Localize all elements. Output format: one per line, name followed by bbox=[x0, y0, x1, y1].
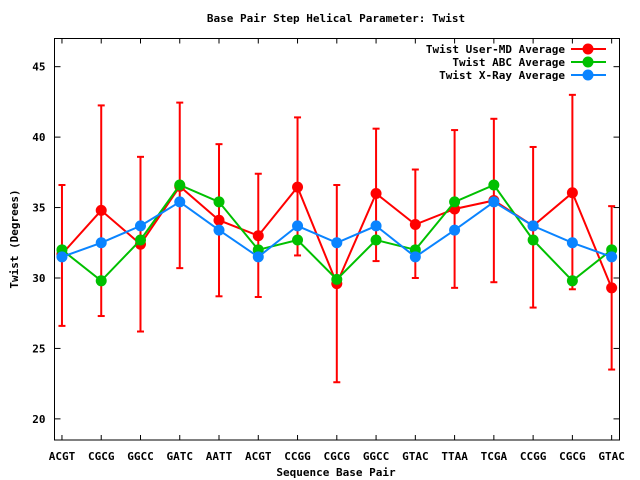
x-tick-label: CCGG bbox=[520, 450, 547, 463]
data-point bbox=[566, 275, 578, 287]
x-tick-label: CGCG bbox=[324, 450, 351, 463]
x-tick-label: GGCC bbox=[363, 450, 390, 463]
data-point bbox=[566, 187, 578, 199]
series-abc bbox=[56, 179, 618, 287]
series-xray bbox=[56, 196, 618, 263]
chart-title: Base Pair Step Helical Parameter: Twist bbox=[207, 12, 465, 25]
x-tick-label: ACGT bbox=[245, 450, 272, 463]
data-point bbox=[331, 273, 343, 285]
legend-entry-user-md: Twist User-MD Average bbox=[426, 43, 606, 56]
x-tick-label: CGCG bbox=[88, 450, 115, 463]
data-point bbox=[370, 234, 382, 246]
data-point bbox=[449, 196, 461, 208]
legend-entry-xray: Twist X-Ray Average bbox=[439, 69, 606, 82]
data-point bbox=[331, 237, 343, 249]
data-point bbox=[56, 251, 68, 263]
data-point bbox=[370, 220, 382, 232]
data-point bbox=[409, 218, 421, 230]
y-tick-label: 30 bbox=[32, 272, 45, 285]
y-tick-label: 45 bbox=[32, 61, 45, 74]
x-axis-label: Sequence Base Pair bbox=[276, 466, 396, 479]
data-point bbox=[409, 251, 421, 263]
data-point bbox=[213, 196, 225, 208]
x-tick-label: CCGG bbox=[284, 450, 311, 463]
data-point bbox=[292, 181, 304, 193]
data-point bbox=[252, 251, 264, 263]
x-tick-label: TCGA bbox=[481, 450, 508, 463]
x-tick-label: ACGT bbox=[49, 450, 76, 463]
data-point bbox=[95, 237, 107, 249]
data-point bbox=[213, 214, 225, 226]
x-axis: ACGT CGCG GGCC GATC AATT ACGT CCGG CGCG GGCC GTAC… bbox=[49, 38, 625, 463]
x-tick-label: GATC bbox=[167, 450, 194, 463]
legend: Twist User-MD Average Twist ABC Average … bbox=[426, 43, 606, 82]
y-tick-label: 35 bbox=[32, 202, 45, 215]
data-point bbox=[370, 187, 382, 199]
x-tick-label: GTAC bbox=[598, 450, 625, 463]
legend-label: Twist User-MD Average bbox=[426, 43, 565, 56]
legend-marker-abc bbox=[582, 56, 594, 68]
y-tick-label: 20 bbox=[32, 413, 45, 426]
legend-marker-xray bbox=[582, 69, 594, 81]
data-point bbox=[606, 251, 618, 263]
legend-label: Twist ABC Average bbox=[452, 56, 565, 69]
data-point bbox=[174, 196, 186, 208]
data-point bbox=[488, 179, 500, 191]
x-tick-label: GTAC bbox=[402, 450, 429, 463]
x-tick-label: CGCG bbox=[559, 450, 586, 463]
data-point bbox=[292, 234, 304, 246]
data-point bbox=[566, 237, 578, 249]
data-point bbox=[527, 220, 539, 232]
y-axis: 20 25 30 35 40 45 bbox=[32, 61, 620, 426]
legend-marker-user-md bbox=[582, 43, 594, 55]
data-point bbox=[527, 234, 539, 246]
data-point bbox=[134, 220, 146, 232]
data-point bbox=[292, 220, 304, 232]
data-point bbox=[606, 282, 618, 294]
y-axis-label: Twist (Degrees) bbox=[8, 189, 21, 288]
data-point bbox=[213, 224, 225, 236]
x-tick-label: GGCC bbox=[127, 450, 154, 463]
data-point bbox=[449, 224, 461, 236]
legend-entry-abc: Twist ABC Average bbox=[452, 56, 606, 69]
x-tick-label: TTAA bbox=[441, 450, 468, 463]
series-group bbox=[56, 179, 618, 294]
data-point bbox=[95, 204, 107, 216]
x-tick-label: AATT bbox=[206, 450, 233, 463]
data-point bbox=[252, 230, 264, 242]
data-point bbox=[95, 275, 107, 287]
y-tick-label: 40 bbox=[32, 131, 45, 144]
data-point bbox=[134, 234, 146, 246]
legend-label: Twist X-Ray Average bbox=[439, 69, 565, 82]
data-point bbox=[488, 196, 500, 208]
y-tick-label: 25 bbox=[32, 342, 45, 355]
data-point bbox=[174, 179, 186, 191]
